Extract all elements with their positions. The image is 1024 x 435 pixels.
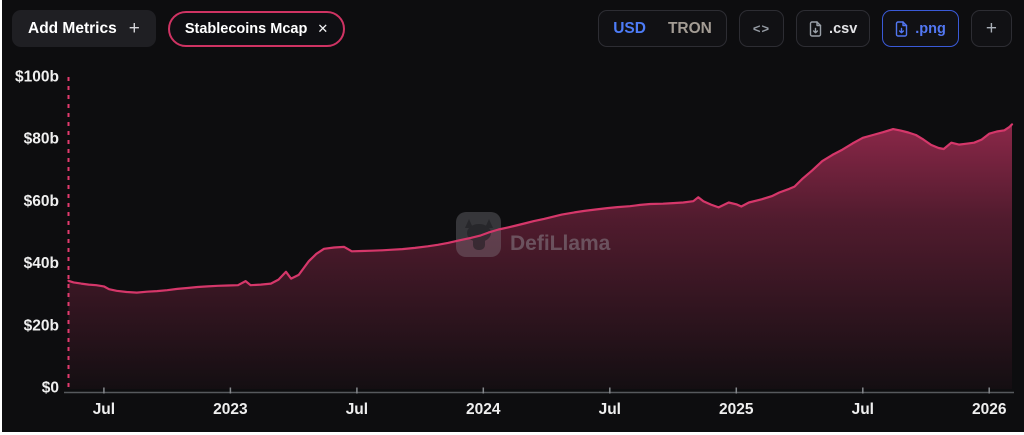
metric-chip-label: Stablecoins Mcap: [184, 20, 308, 37]
plus-icon: +: [128, 18, 140, 39]
y-tick-label: $20b: [24, 317, 59, 334]
download-png-button[interactable]: .png: [882, 10, 959, 47]
embed-code-button[interactable]: <>: [738, 10, 785, 47]
toolbar: Add Metrics + Stablecoins Mcap ✕ USD TRO…: [12, 10, 1012, 47]
plot-area[interactable]: [66, 76, 1014, 392]
x-tick-label: 2026: [972, 401, 1007, 418]
x-tick-label: Jul: [852, 401, 874, 418]
y-tick-label: $60b: [24, 193, 59, 210]
currency-toggle: USD TRON: [598, 10, 727, 47]
add-metrics-label: Add Metrics: [28, 19, 117, 37]
y-tick-label: $0: [42, 380, 59, 397]
toolbar-right-group: USD TRON <> .csv: [598, 10, 1012, 47]
currency-option-tron[interactable]: TRON: [667, 20, 712, 37]
png-button-label: .png: [915, 20, 946, 37]
y-tick-label: $100b: [15, 69, 59, 86]
x-tick-label: Jul: [599, 401, 621, 418]
add-chart-button[interactable]: +: [970, 10, 1012, 47]
add-metrics-button[interactable]: Add Metrics +: [12, 10, 156, 47]
series-line-stablecoins-mcap: [67, 123, 1014, 294]
file-download-icon: [895, 20, 908, 37]
file-download-icon: [809, 20, 822, 37]
x-tick-label: 2023: [213, 401, 248, 418]
defillama-watermark: DefiLlama: [456, 212, 611, 257]
metric-chip-stablecoins-mcap[interactable]: Stablecoins Mcap ✕: [167, 10, 346, 47]
x-tick-label: 2025: [719, 401, 754, 418]
code-brackets-icon: <>: [752, 21, 771, 36]
y-tick-label: $80b: [24, 131, 59, 148]
plus-icon: +: [985, 17, 997, 39]
watermark-label: DefiLlama: [510, 232, 611, 255]
download-csv-button[interactable]: .csv: [796, 10, 871, 47]
currency-option-usd[interactable]: USD: [613, 20, 646, 37]
area-fill: [68, 124, 1012, 390]
x-tick-label: Jul: [346, 401, 368, 418]
x-tick-label: Jul: [93, 401, 115, 418]
csv-button-label: .csv: [829, 20, 858, 37]
x-tick-label: 2024: [466, 401, 501, 418]
y-tick-label: $40b: [24, 255, 59, 272]
close-icon[interactable]: ✕: [317, 21, 329, 36]
